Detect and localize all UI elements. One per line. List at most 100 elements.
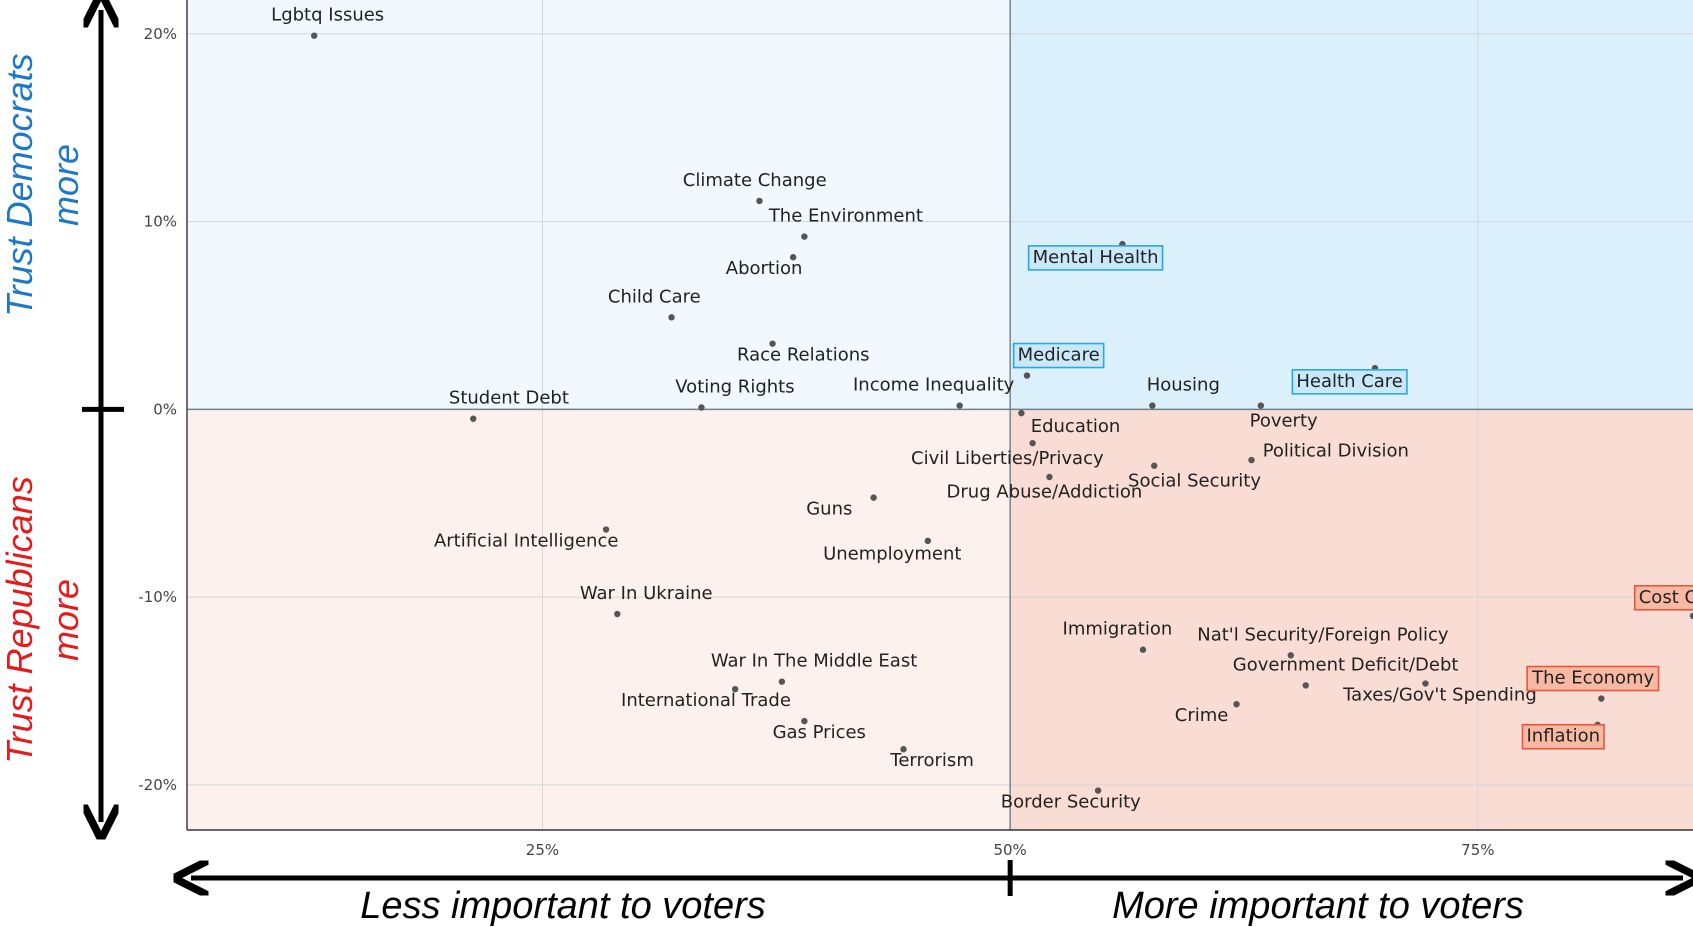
data-point — [602, 526, 610, 533]
data-point — [870, 494, 877, 501]
trust-democrats-title-line: more — [45, 144, 86, 226]
data-point — [1233, 700, 1240, 708]
label-highlight-box — [1633, 584, 1693, 611]
quadrant-dem-high-importance — [1010, 0, 1693, 410]
data-point — [614, 610, 621, 618]
data-point — [1287, 652, 1294, 659]
data-point — [956, 402, 963, 409]
data-point — [789, 254, 797, 261]
quadrant-dividers — [187, 0, 1693, 830]
quadrant-dem-low-importance — [187, 0, 1011, 410]
trust-democrats-title: Trust Democrats more — [0, 53, 86, 316]
trust-democrats-title-line: Trust Democrats — [0, 53, 40, 316]
data-label: Poverty — [1250, 410, 1318, 431]
y-tick-label: 10% — [144, 213, 177, 231]
data-label: Health Care — [1296, 371, 1403, 392]
data-point — [1151, 462, 1158, 469]
y-tick-label: 0% — [153, 400, 177, 418]
data-label: Government Deficit/Debt — [1233, 654, 1459, 675]
y-tick-label: -20% — [138, 776, 177, 794]
data-label: Guns — [806, 499, 852, 520]
data-label: Cost Of Living — [1639, 587, 1693, 608]
more-important-title: More important to voters — [1112, 885, 1524, 927]
data-point — [1023, 372, 1031, 379]
label-highlight-box — [1526, 665, 1660, 692]
data-label: Drug Abuse/Addiction — [947, 482, 1143, 503]
quadrant-rep-high-importance — [1010, 409, 1693, 830]
data-point — [801, 717, 808, 725]
data-point — [1149, 402, 1156, 409]
x-tick-label: 25% — [526, 841, 559, 859]
data-point — [801, 233, 808, 240]
data-label: Terrorism — [889, 750, 973, 771]
data-label: Border Security — [1001, 791, 1141, 812]
data-point — [311, 32, 318, 39]
data-label: Unemployment — [823, 544, 961, 565]
label-highlight-box — [1027, 245, 1164, 271]
data-label: Mental Health — [1033, 247, 1159, 268]
data-point — [1257, 402, 1265, 409]
trust-republicans-title-line: Trust Republicans — [0, 476, 40, 763]
data-label: Civil Liberties/Privacy — [911, 448, 1104, 469]
data-label: International Trade — [621, 690, 791, 711]
data-point — [1046, 473, 1053, 481]
data-label: Voting Rights — [675, 376, 794, 397]
data-point — [1018, 409, 1025, 417]
quadrant-backgrounds — [187, 0, 1693, 830]
data-label: Climate Change — [683, 170, 827, 191]
data-point — [1302, 682, 1309, 689]
x-tick-label: 75% — [1461, 841, 1494, 859]
data-point — [1598, 695, 1605, 702]
data-label: Income Inequality — [853, 375, 1015, 396]
label-highlight-box — [1291, 369, 1408, 395]
less-important-title: Less important to voters — [360, 885, 766, 927]
data-points — [311, 32, 1693, 794]
data-label: Student Debt — [449, 388, 569, 409]
data-label: Social Security — [1128, 470, 1261, 491]
data-label: The Environment — [768, 206, 923, 227]
data-label: Race Relations — [737, 345, 870, 366]
data-label: Medicare — [1018, 345, 1100, 366]
data-point — [1422, 680, 1429, 687]
data-label: Housing — [1147, 375, 1220, 396]
data-label: Child Care — [608, 286, 701, 307]
label-highlight-box — [1521, 723, 1605, 750]
data-point — [1248, 456, 1255, 464]
y-tick-label: -10% — [138, 588, 177, 606]
quadrant-rep-low-importance — [187, 409, 1011, 830]
data-point — [698, 404, 705, 411]
data-point — [1139, 646, 1147, 653]
data-point — [778, 678, 786, 685]
data-label: The Economy — [1531, 668, 1654, 689]
axes — [186, 0, 1693, 831]
data-point — [1029, 439, 1036, 447]
data-point — [731, 685, 739, 693]
data-label: Crime — [1175, 705, 1229, 726]
data-point — [900, 746, 907, 753]
data-point — [1689, 612, 1693, 620]
data-label: Gas Prices — [773, 722, 866, 743]
data-label: Inflation — [1526, 726, 1600, 747]
data-point — [470, 415, 477, 422]
data-label: Lgbtq Issues — [271, 5, 384, 26]
data-label: Education — [1031, 416, 1121, 437]
data-point — [769, 340, 776, 347]
data-label: War In The Middle East — [711, 651, 917, 672]
trust-republicans-title: Trust Republicans more — [0, 476, 86, 763]
data-label: Artificial Intelligence — [434, 530, 619, 551]
data-point — [668, 314, 675, 321]
data-labels: Lgbtq Issues Climate Change The Environmen… — [271, 5, 1693, 812]
x-tick-label: 50% — [993, 841, 1026, 859]
data-point — [1094, 787, 1102, 794]
data-label: Immigration — [1063, 619, 1173, 640]
data-label: Taxes/Gov't Spending — [1342, 684, 1537, 705]
data-label: Abortion — [726, 258, 803, 279]
data-point — [756, 197, 763, 205]
data-point — [924, 537, 932, 545]
y-tick-label: 20% — [144, 25, 177, 43]
label-highlight-box — [1012, 342, 1105, 369]
trust-republicans-title-line: more — [45, 579, 86, 661]
data-label: Political Division — [1263, 440, 1409, 461]
